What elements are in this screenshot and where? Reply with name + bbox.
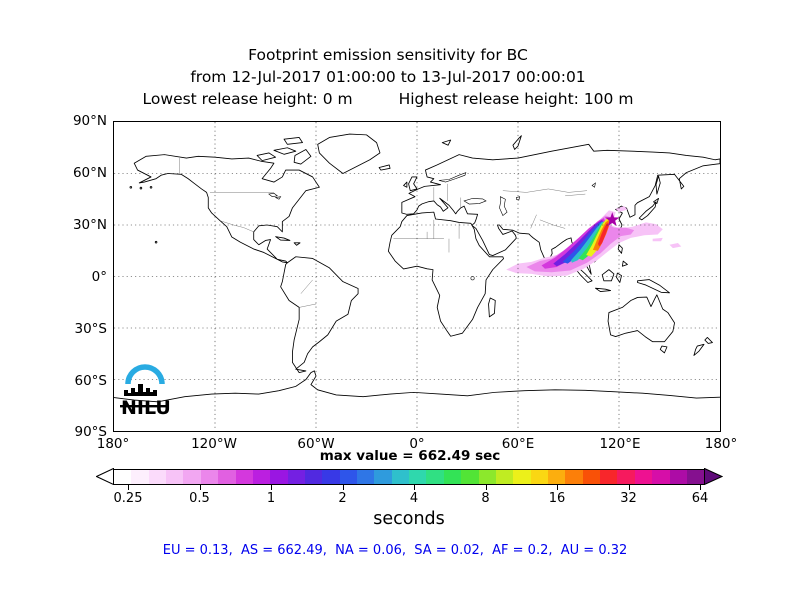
colorbar-segment-27	[582, 470, 601, 484]
colorbar-segment-2	[148, 470, 167, 484]
colorbar-segment-23	[513, 470, 531, 484]
country-borders	[179, 158, 588, 308]
colorbar-segment-29	[617, 470, 635, 484]
figure-title: Footprint emission sensitivity for BC	[248, 46, 528, 64]
colorbar-segment-16	[391, 470, 410, 484]
lon-label-120e: 120°E	[599, 436, 641, 452]
release-location-marker	[605, 212, 620, 227]
plume-level-6	[571, 221, 605, 263]
colorbar-segment-8	[252, 470, 271, 484]
colorbar-segment-12	[322, 470, 340, 484]
colorbar-segment-5	[200, 470, 219, 484]
colorbar-segment-19	[443, 470, 462, 484]
colorbar-tick-label-4: 4	[409, 491, 419, 506]
colorbar-tick-2	[342, 485, 344, 490]
colorbar-tick-4	[414, 485, 415, 490]
lat-label-0: 0°	[91, 269, 107, 285]
title-block: Footprint emission sensitivity for BC fr…	[0, 44, 776, 110]
nilu-logo-strikethrough	[120, 405, 169, 408]
colorbar-segment-13	[339, 470, 358, 484]
lat-label-30s: 30°S	[74, 321, 108, 337]
colorbar-segment-7	[235, 470, 253, 484]
colorbar-tick-label-0.25: 0.25	[113, 491, 143, 506]
colorbar-left-arrow	[96, 468, 114, 485]
lon-label-180e: 180°	[704, 436, 738, 452]
colorbar-segment-4	[183, 470, 201, 484]
lakes	[268, 172, 596, 281]
nilu-logo: NILU	[120, 364, 171, 419]
colorbar-tick-label-64: 64	[691, 491, 709, 506]
colorbar-tick-label-2: 2	[338, 491, 347, 506]
colorbar-tick-label-0.5: 0.5	[189, 491, 210, 506]
colorbar-segment-20	[461, 470, 479, 484]
lat-label-30n: 30°N	[72, 217, 107, 233]
colorbar-segment-11	[304, 470, 323, 484]
coastlines	[129, 133, 720, 374]
plume-level-10	[597, 222, 609, 247]
plume-contours	[506, 206, 682, 277]
colorbar-segment-22	[495, 470, 514, 484]
colorbar-tick-16	[557, 485, 558, 490]
colorbar-segment-9	[270, 470, 288, 484]
colorbar-segment-0	[114, 470, 132, 484]
colorbar-tick-8	[485, 485, 487, 490]
colorbar-segment-10	[287, 470, 305, 484]
antarctica-coastline	[114, 370, 720, 403]
colorbar-segment-6	[218, 470, 236, 484]
colorbar-segment-1	[131, 470, 149, 484]
lat-label-90n: 90°N	[72, 113, 107, 129]
nilu-logo-arc	[125, 364, 165, 385]
world-map-frame	[113, 121, 721, 432]
colorbar-unit-label: seconds	[373, 509, 445, 529]
plume-level-5	[562, 221, 604, 264]
figure-subtitle-heights: Lowest release height: 0 m Highest releas…	[0, 88, 776, 110]
colorbar	[113, 469, 705, 485]
colorbar-tick-64	[700, 485, 701, 490]
colorbar-segment-15	[374, 470, 392, 484]
colorbar-segment-30	[634, 470, 653, 484]
lowest-release-height-label: Lowest release height: 0 m	[142, 90, 353, 108]
colorbar-tick-label-16: 16	[548, 491, 566, 506]
colorbar-segment-24	[530, 470, 548, 484]
nilu-logo-skyline	[124, 384, 157, 396]
colorbar-tick-0.25	[128, 485, 129, 490]
colorbar-tick-label-32: 32	[620, 491, 637, 506]
colorbar-segment-25	[547, 470, 566, 484]
lat-label-60n: 60°N	[72, 165, 107, 181]
colorbar-segment-28	[600, 470, 618, 484]
max-value-label: max value = 662.49 sec	[319, 448, 501, 464]
colorbar-tick-32	[628, 485, 630, 490]
highest-release-height-label: Highest release height: 100 m	[398, 90, 634, 108]
colorbar-tick-0.5	[199, 485, 201, 490]
lon-label-180w: 180°	[96, 436, 130, 452]
colorbar-segment-14	[357, 470, 375, 484]
colorbar-segment-32	[669, 470, 687, 484]
figure-subtitle-period: from 12-Jul-2017 01:00:00 to 13-Jul-2017…	[190, 68, 586, 86]
colorbar-segment-17	[409, 470, 427, 484]
colorbar-tick-label-1: 1	[266, 491, 276, 506]
colorbar-tick-label-8: 8	[481, 491, 490, 506]
colorbar-segment-33	[686, 470, 705, 484]
lat-label-60s: 60°S	[74, 373, 108, 389]
colorbar-right-arrow	[704, 468, 723, 485]
colorbar-segment-3	[166, 470, 184, 484]
world-map	[114, 122, 720, 431]
colorbar-segment-18	[426, 470, 444, 484]
colorbar-segment-21	[478, 470, 496, 484]
region-totals-text: EU = 0.13, AS = 662.49, NA = 0.06, SA = …	[162, 543, 628, 558]
lon-label-0: 0°	[409, 436, 425, 452]
colorbar-segment-26	[565, 470, 583, 484]
lon-label-120w: 120°W	[191, 436, 237, 452]
nilu-logo-text: NILU	[121, 397, 171, 419]
lat-label-90s: 90°S	[74, 424, 108, 440]
colorbar-tick-1	[271, 485, 272, 490]
graticule	[114, 122, 720, 431]
colorbar-segment-31	[652, 470, 670, 484]
lon-label-60e: 60°E	[501, 436, 535, 452]
lon-label-60w: 60°W	[297, 436, 335, 452]
